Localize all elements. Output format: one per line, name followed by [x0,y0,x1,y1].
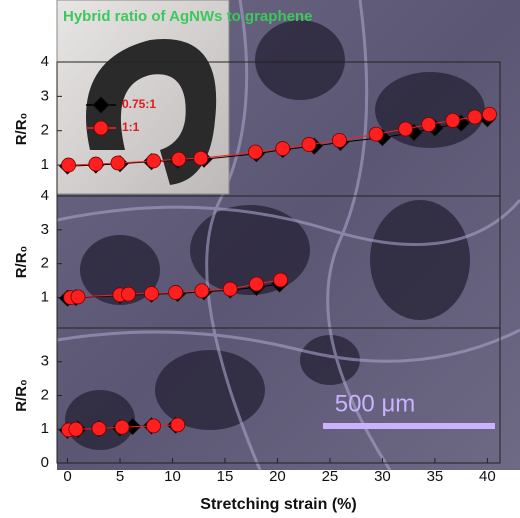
data-point [120,286,136,302]
y-tick-label: 3 [41,87,49,104]
y-tick-label: 4 [41,53,49,70]
data-point [273,272,288,288]
legend-marker [92,96,110,114]
data-point [301,137,317,152]
legend-label: 0.75:1 [122,97,156,111]
y-tick-label: 3 [41,221,49,238]
data-point [248,144,263,160]
data-point [194,283,210,299]
data-point [398,121,413,137]
data-point [249,276,264,292]
data-point [91,421,107,436]
data-point [146,418,161,434]
x-tick-label: 40 [479,468,496,485]
data-point [275,141,291,156]
x-tick-label: 5 [116,468,124,485]
data-point [146,153,161,169]
legend-marker [93,120,109,136]
x-axis-label: Stretching strain (%) [200,496,356,513]
data-point [482,106,497,122]
data-point [68,421,84,437]
y-axis-label: R/R₀ [13,246,30,279]
data-point [61,157,76,173]
x-tick-label: 0 [63,468,71,485]
series-line [68,113,490,166]
y-tick-label: 2 [41,386,49,403]
y-tick-label: 2 [41,255,49,272]
data-point [168,285,184,300]
data-point [144,286,159,301]
data-point [193,150,209,166]
y-tick-label: 0 [41,454,49,471]
data-point [70,289,86,305]
scale-bar-label: 500 μm [335,390,416,417]
x-tick-label: 35 [427,468,444,485]
data-point [368,126,384,142]
x-tick-label: 30 [374,468,391,485]
y-tick-label: 4 [41,187,49,204]
data-point [445,113,461,128]
y-axis-label: R/R₀ [13,379,30,412]
legend-label: 1:1 [122,120,140,134]
chart-title: Hybrid ratio of AgNWs to graphene [63,8,312,25]
data-point [171,151,187,167]
series-line [70,279,281,299]
y-tick-label: 1 [41,156,49,173]
x-tick-label: 25 [322,468,339,485]
data-point [170,417,186,433]
plots: 1 2 3 4 R/R₀ Hybrid ratio of AgNWs to graphen… [13,8,501,513]
x-tick-label: 10 [164,468,181,485]
data-point [331,132,347,148]
y-tick-label: 1 [41,420,49,437]
x-tick-label: 20 [269,468,286,485]
data-point [88,156,104,172]
data-point [222,281,238,297]
y-tick-label: 2 [41,122,49,139]
data-point [421,117,437,132]
data-point [467,109,483,125]
x-tick-label: 15 [217,468,234,485]
y-axis-label: R/R₀ [13,113,30,146]
data-point [114,419,130,435]
y-tick-label: 1 [41,289,49,306]
sem-strands [56,0,520,471]
y-tick-label: 3 [41,353,49,370]
inset-ring [86,39,217,185]
data-point [110,155,126,171]
